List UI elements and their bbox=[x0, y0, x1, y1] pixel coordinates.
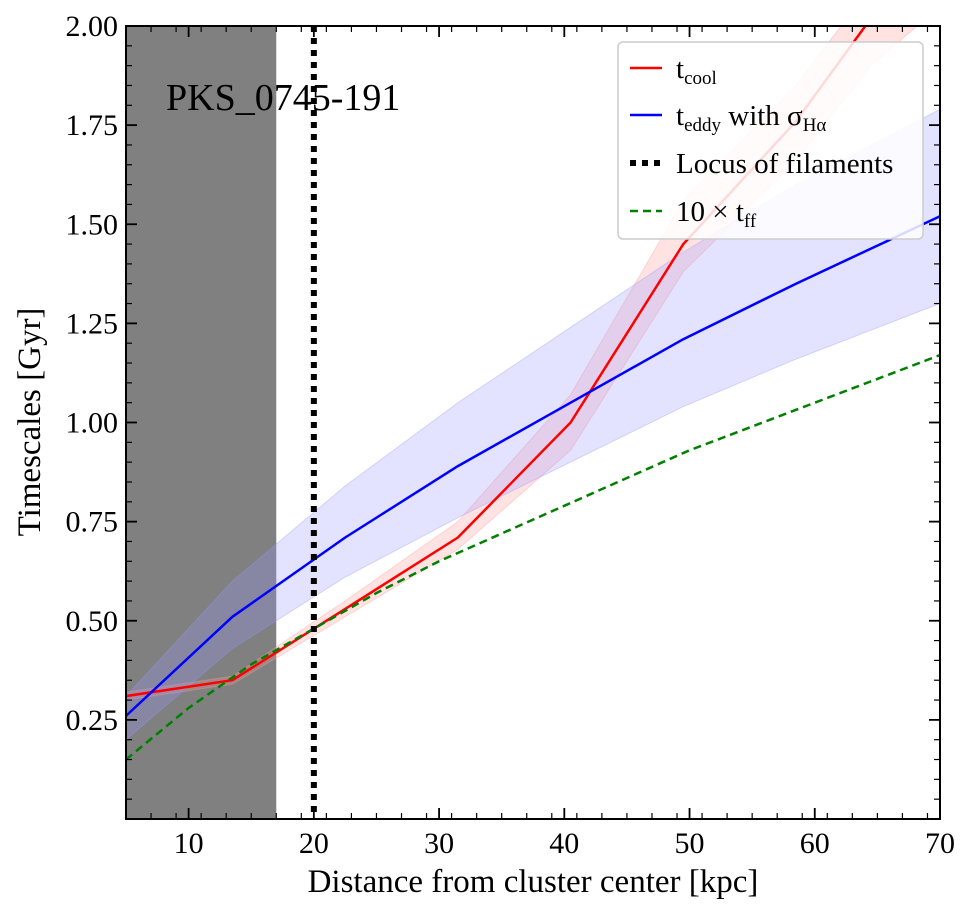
x-tick-label: 40 bbox=[549, 827, 579, 860]
x-tick-label: 60 bbox=[800, 827, 830, 860]
chart-annotation: PKS_0745-191 bbox=[166, 77, 400, 119]
x-tick-label: 70 bbox=[925, 827, 955, 860]
x-tick-label: 50 bbox=[675, 827, 705, 860]
legend-label-filaments: Locus of filaments bbox=[676, 148, 893, 180]
excluded-region bbox=[126, 26, 277, 819]
y-tick-label: 1.00 bbox=[66, 407, 119, 440]
tick-labels: 10 20 30 40 50 60 70 0.25 0.50 0.75 1.00 1.25 1.50 1.… bbox=[66, 10, 956, 860]
x-axis-label: Distance from cluster center [kpc] bbox=[308, 864, 759, 900]
y-tick-label: 0.50 bbox=[66, 605, 119, 638]
y-tick-label: 1.50 bbox=[66, 208, 119, 241]
y-tick-label: 0.25 bbox=[66, 704, 119, 737]
plot-frame bbox=[125, 25, 941, 820]
series-line-1 bbox=[126, 215, 940, 717]
legend: tcool teddy with σHα Locus of filaments … bbox=[617, 41, 924, 240]
legend-box bbox=[617, 41, 924, 240]
legend-label-teddy: teddy with σHα bbox=[676, 100, 826, 136]
y-tick-label: 0.75 bbox=[66, 506, 119, 539]
y-tick-label: 2.00 bbox=[66, 10, 119, 43]
x-tick-label: 30 bbox=[424, 827, 454, 860]
y-tick-label: 1.75 bbox=[66, 109, 119, 142]
legend-label-tff: 10 × tff bbox=[676, 196, 757, 232]
x-tick-label: 10 bbox=[174, 827, 204, 860]
y-axis-label: Timescales [Gyr] bbox=[12, 308, 48, 537]
y-tick-label: 1.25 bbox=[66, 307, 119, 340]
legend-label-tcool: tcool bbox=[676, 53, 717, 89]
series-line-3 bbox=[126, 353, 940, 761]
x-tick-label: 20 bbox=[299, 827, 329, 860]
